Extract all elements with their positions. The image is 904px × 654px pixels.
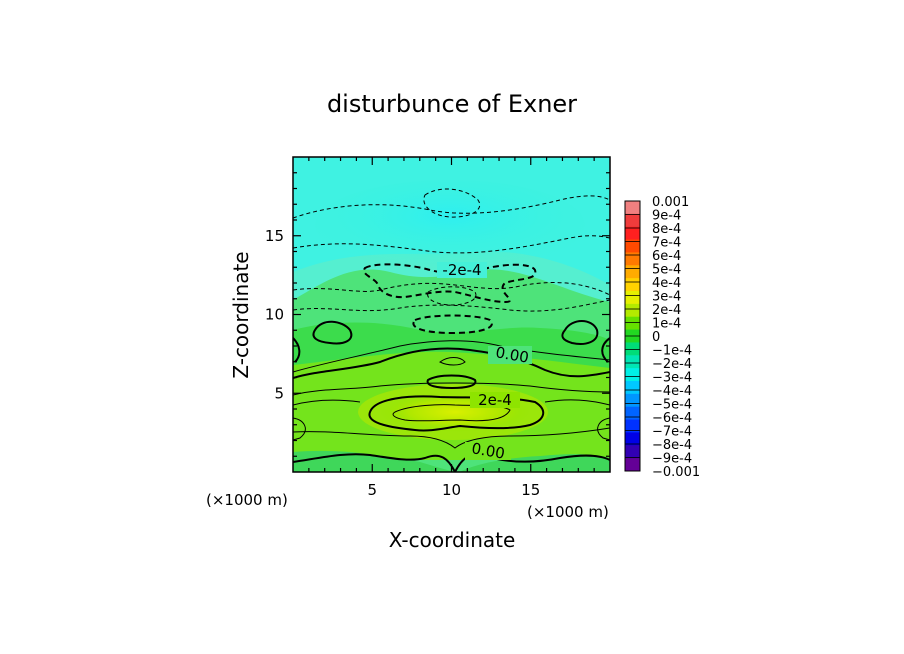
- colorbar-label: 1e-4: [652, 317, 681, 332]
- x-tick-label: 5: [367, 481, 377, 499]
- colorbar-label: 4e-4: [652, 276, 681, 291]
- colorbar-label: −1e-4: [652, 344, 692, 359]
- colorbar-label: −3e-4: [652, 371, 692, 386]
- colorbar-swatch: [625, 291, 640, 305]
- colorbar-label: −5e-4: [652, 398, 692, 413]
- y-axis-label: Z-coordinate: [229, 251, 253, 378]
- colorbar-label: −2e-4: [652, 357, 692, 372]
- colorbar-swatch: [625, 278, 640, 292]
- colorbar-swatch: [625, 419, 640, 433]
- x-unit-label-left: (×1000 m): [206, 491, 288, 509]
- x-axis-label: X-coordinate: [389, 528, 516, 552]
- contour-label-2e-4: 2e-4: [478, 391, 512, 409]
- colorbar-label: 6e-4: [652, 249, 681, 264]
- contour-label-neg-2e-4: -2e-4: [442, 261, 481, 279]
- colorbar-label: 3e-4: [652, 290, 681, 305]
- colorbar-swatch: [625, 213, 640, 228]
- colorbar-swatch: [625, 239, 640, 253]
- axis-ticks: [293, 157, 610, 472]
- axis-tick-labels: 5 10 15 5 10 15: [265, 227, 540, 499]
- colorbar-swatch: [625, 445, 640, 459]
- colorbar-label: −4e-4: [652, 384, 692, 399]
- contour-label-group: -2e-4 0.00 2e-4 0.00: [437, 261, 532, 463]
- x-tick-label: 10: [442, 481, 461, 499]
- colorbar-label: −9e-4: [652, 452, 692, 467]
- colorbar-label: 0.001: [652, 195, 689, 210]
- colorbar-label: −8e-4: [652, 438, 692, 453]
- x-tick-label: 15: [521, 481, 540, 499]
- colorbar: [624, 200, 641, 472]
- colorbar-swatch: [625, 226, 640, 241]
- heatmap-field: [293, 157, 610, 472]
- colorbar-swatch: [625, 201, 640, 215]
- colorbar-swatch: [625, 406, 640, 421]
- colorbar-label: 9e-4: [652, 209, 681, 224]
- colorbar-label: 0: [652, 330, 660, 345]
- colorbar-swatch: [625, 393, 640, 408]
- colorbar-swatch: [625, 368, 640, 382]
- colorbar-swatch: [625, 252, 640, 266]
- y-tick-label: 5: [274, 384, 284, 402]
- contour-lines: [293, 188, 610, 472]
- colorbar-swatch: [625, 316, 640, 331]
- colorbar-label: −0.001: [652, 465, 700, 480]
- colorbar-label: −7e-4: [652, 425, 692, 440]
- colorbar-labels: 0.0019e-48e-47e-46e-45e-44e-43e-42e-41e-…: [652, 195, 700, 480]
- contour-label-zero-upper: 0.00: [494, 343, 530, 367]
- colorbar-label: 7e-4: [652, 236, 681, 251]
- y-tick-label: 15: [265, 227, 284, 245]
- colorbar-swatch: [625, 303, 640, 318]
- colorbar-label: −6e-4: [652, 411, 692, 426]
- colorbar-swatch: [625, 381, 640, 395]
- chart-title: disturbunce of Exner: [327, 90, 577, 118]
- colorbar-label: 2e-4: [652, 303, 681, 318]
- colorbar-swatch: [625, 458, 640, 472]
- colorbar-label: 8e-4: [652, 222, 681, 237]
- colorbar-swatch: [625, 355, 640, 369]
- y-tick-label: 10: [265, 306, 284, 324]
- colorbar-swatch: [625, 265, 640, 279]
- colorbar-label: 5e-4: [652, 263, 681, 278]
- x-unit-label-right: (×1000 m): [527, 503, 609, 521]
- contour-label-zero-lower: 0.00: [470, 439, 506, 463]
- colorbar-swatch: [625, 432, 640, 446]
